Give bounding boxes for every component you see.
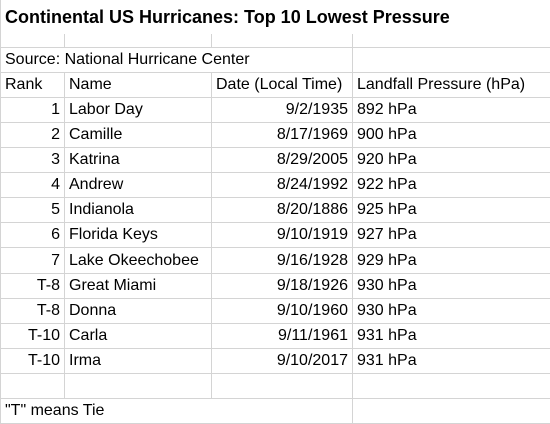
sheet-title[interactable]: Continental US Hurricanes: Top 10 Lowest… bbox=[0, 0, 550, 35]
table-row: 7 Lake Okeechobee 9/16/1928 929 hPa bbox=[0, 247, 550, 274]
table-row: 1 Labor Day 9/2/1935 892 hPa bbox=[0, 97, 550, 124]
date-cell[interactable]: 9/18/1926 bbox=[211, 272, 353, 299]
rank-cell[interactable]: T-8 bbox=[0, 272, 65, 299]
table-row: 5 Indianola 8/20/1886 925 hPa bbox=[0, 197, 550, 224]
table-row: 6 Florida Keys 9/10/1919 927 hPa bbox=[0, 222, 550, 249]
footnote-row: "T" means Tie bbox=[0, 397, 550, 424]
header-pressure[interactable]: Landfall Pressure (hPa) bbox=[351, 72, 550, 99]
table-row: 4 Andrew 8/24/1992 922 hPa bbox=[0, 172, 550, 199]
rank-cell[interactable]: 1 bbox=[0, 97, 65, 124]
name-cell[interactable]: Camille bbox=[64, 122, 212, 149]
name-cell[interactable]: Labor Day bbox=[64, 97, 212, 124]
cell[interactable] bbox=[351, 372, 550, 399]
blank-row bbox=[0, 372, 550, 399]
cell[interactable] bbox=[0, 372, 65, 399]
cell[interactable] bbox=[211, 34, 353, 49]
source-row: Source: National Hurricane Center bbox=[0, 47, 550, 74]
name-cell[interactable]: Lake Okeechobee bbox=[64, 247, 212, 274]
name-cell[interactable]: Great Miami bbox=[64, 272, 212, 299]
table-row: 2 Camille 8/17/1969 900 hPa bbox=[0, 122, 550, 149]
cell[interactable] bbox=[351, 47, 550, 74]
date-cell[interactable]: 9/16/1928 bbox=[211, 247, 353, 274]
name-cell[interactable]: Irma bbox=[64, 347, 212, 374]
date-cell[interactable]: 9/10/2017 bbox=[211, 347, 353, 374]
pressure-cell[interactable]: 931 hPa bbox=[351, 347, 550, 374]
rank-cell[interactable]: T-10 bbox=[0, 347, 65, 374]
blank-row bbox=[0, 34, 550, 49]
date-cell[interactable]: 8/24/1992 bbox=[211, 172, 353, 199]
date-cell[interactable]: 8/17/1969 bbox=[211, 122, 353, 149]
table-row: T-10 Irma 9/10/2017 931 hPa bbox=[0, 347, 550, 374]
header-date[interactable]: Date (Local Time) bbox=[211, 72, 353, 99]
table-row: 3 Katrina 8/29/2005 920 hPa bbox=[0, 147, 550, 174]
pressure-cell[interactable]: 920 hPa bbox=[351, 147, 550, 174]
name-cell[interactable]: Florida Keys bbox=[64, 222, 212, 249]
table-row: T-10 Carla 9/11/1961 931 hPa bbox=[0, 322, 550, 349]
cell[interactable] bbox=[64, 372, 212, 399]
pressure-cell[interactable]: 929 hPa bbox=[351, 247, 550, 274]
rank-cell[interactable]: 7 bbox=[0, 247, 65, 274]
footnote-cell[interactable]: "T" means Tie bbox=[0, 397, 353, 424]
header-rank[interactable]: Rank bbox=[0, 72, 65, 99]
rank-cell[interactable]: 5 bbox=[0, 197, 65, 224]
cell[interactable] bbox=[351, 397, 550, 424]
cell[interactable] bbox=[64, 34, 212, 49]
date-cell[interactable]: 9/11/1961 bbox=[211, 322, 353, 349]
rank-cell[interactable]: T-10 bbox=[0, 322, 65, 349]
rank-cell[interactable]: 6 bbox=[0, 222, 65, 249]
header-name[interactable]: Name bbox=[64, 72, 212, 99]
rank-cell[interactable]: T-8 bbox=[0, 297, 65, 324]
rank-cell[interactable]: 2 bbox=[0, 122, 65, 149]
pressure-cell[interactable]: 930 hPa bbox=[351, 297, 550, 324]
date-cell[interactable]: 8/29/2005 bbox=[211, 147, 353, 174]
rank-cell[interactable]: 4 bbox=[0, 172, 65, 199]
table-row: T-8 Great Miami 9/18/1926 930 hPa bbox=[0, 272, 550, 299]
header-row: Rank Name Date (Local Time) Landfall Pre… bbox=[0, 72, 550, 99]
name-cell[interactable]: Indianola bbox=[64, 197, 212, 224]
date-cell[interactable]: 8/20/1886 bbox=[211, 197, 353, 224]
title-row: Continental US Hurricanes: Top 10 Lowest… bbox=[0, 0, 550, 35]
pressure-cell[interactable]: 927 hPa bbox=[351, 222, 550, 249]
rank-cell[interactable]: 3 bbox=[0, 147, 65, 174]
date-cell[interactable]: 9/10/1919 bbox=[211, 222, 353, 249]
name-cell[interactable]: Carla bbox=[64, 322, 212, 349]
date-cell[interactable]: 9/2/1935 bbox=[211, 97, 353, 124]
table-row: T-8 Donna 9/10/1960 930 hPa bbox=[0, 297, 550, 324]
pressure-cell[interactable]: 922 hPa bbox=[351, 172, 550, 199]
pressure-cell[interactable]: 925 hPa bbox=[351, 197, 550, 224]
pressure-cell[interactable]: 930 hPa bbox=[351, 272, 550, 299]
pressure-cell[interactable]: 931 hPa bbox=[351, 322, 550, 349]
name-cell[interactable]: Donna bbox=[64, 297, 212, 324]
cell[interactable] bbox=[211, 372, 353, 399]
cell[interactable] bbox=[0, 34, 65, 49]
name-cell[interactable]: Katrina bbox=[64, 147, 212, 174]
cell[interactable] bbox=[351, 34, 550, 49]
date-cell[interactable]: 9/10/1960 bbox=[211, 297, 353, 324]
pressure-cell[interactable]: 900 hPa bbox=[351, 122, 550, 149]
name-cell[interactable]: Andrew bbox=[64, 172, 212, 199]
pressure-cell[interactable]: 892 hPa bbox=[351, 97, 550, 124]
source-cell[interactable]: Source: National Hurricane Center bbox=[0, 47, 353, 74]
